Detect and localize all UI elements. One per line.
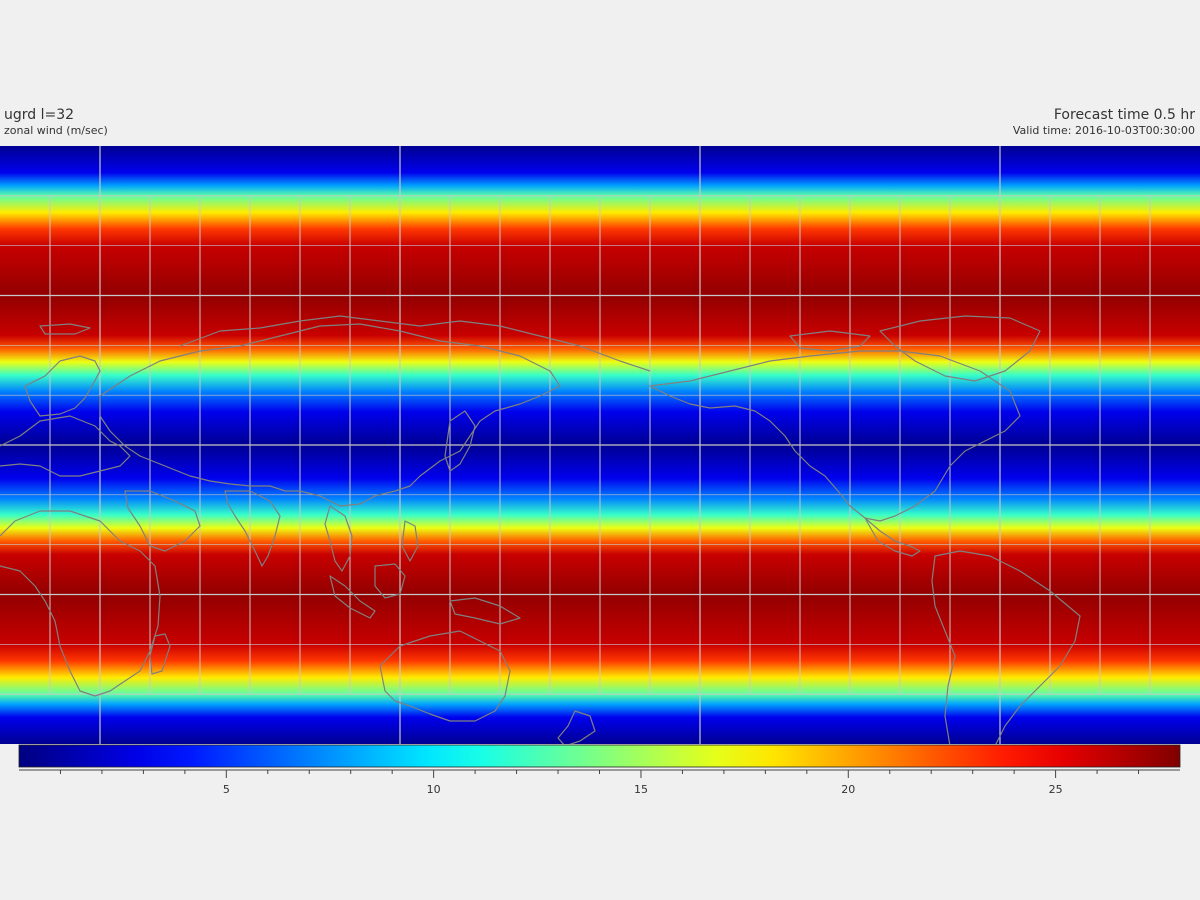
variable-title: ugrd l=32	[4, 107, 75, 123]
colorbar-tick-label: 10	[427, 783, 441, 796]
coast-asia	[99, 323, 561, 507]
coast-africa	[0, 510, 161, 697]
colorbar-bar	[18, 744, 1181, 768]
coast-india	[224, 490, 281, 567]
coast-svalbard	[39, 323, 91, 335]
world-map[interactable]	[0, 146, 1200, 744]
graticule	[0, 146, 1200, 744]
colorbar-tick-label: 20	[841, 783, 855, 796]
coast-arctic-asia	[179, 315, 651, 372]
coast-greenland	[879, 315, 1041, 382]
coast-new-zealand	[557, 710, 596, 744]
variable-subtitle: zonal wind (m/sec)	[4, 124, 108, 137]
coast-philippines	[401, 520, 419, 562]
coast-borneo	[374, 563, 406, 599]
colorbar-tick-label: 5	[223, 783, 230, 796]
coast-europe	[0, 415, 131, 477]
colorbar: 5 10 15 20 25	[18, 744, 1181, 796]
colorbar-tick-label: 15	[634, 783, 648, 796]
colorbar-tick-label: 25	[1049, 783, 1063, 796]
coast-australia	[379, 630, 511, 722]
colorbar-ticks	[59, 770, 1140, 778]
coast-south-america	[931, 550, 1081, 744]
forecast-title-block: Forecast time 0.5 hr Valid time: 2016-10…	[1013, 107, 1195, 138]
coastlines	[0, 315, 1081, 744]
coast-indochina	[324, 505, 353, 572]
coast-central-america	[864, 517, 921, 557]
coast-arabia	[124, 490, 201, 552]
coast-arctic-canada	[789, 330, 871, 352]
valid-time: Valid time: 2016-10-03T00:30:00	[1012, 124, 1195, 137]
variable-title-block: ugrd l=32 zonal wind (m/sec)	[4, 107, 108, 138]
coast-scandinavia	[24, 355, 101, 417]
coast-new-guinea	[449, 597, 521, 625]
coast-madagascar	[149, 633, 171, 675]
forecast-time: Forecast time 0.5 hr	[1053, 107, 1195, 123]
coast-north-america	[649, 350, 1021, 522]
coast-sumatra	[329, 575, 376, 619]
coast-japan	[444, 410, 476, 472]
colorbar-labels: 5 10 15 20 25	[223, 783, 1063, 796]
